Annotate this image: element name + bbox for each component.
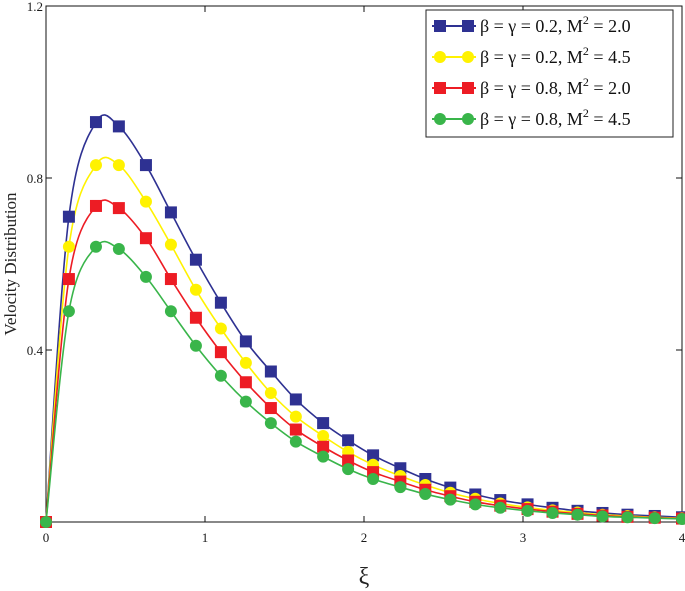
x-tick-label: 4 bbox=[679, 530, 685, 545]
x-tick-label: 1 bbox=[202, 530, 209, 545]
data-point-series-1 bbox=[264, 365, 277, 378]
data-point-series-1 bbox=[89, 116, 102, 129]
data-point-series-4 bbox=[189, 339, 202, 352]
data-point-series-3 bbox=[214, 346, 227, 359]
series-markers bbox=[40, 116, 685, 528]
data-point-series-3 bbox=[62, 273, 75, 286]
data-point-series-3 bbox=[164, 273, 177, 286]
x-tick-label: 3 bbox=[520, 530, 527, 545]
data-point-series-1 bbox=[239, 335, 252, 348]
data-point-series-4 bbox=[469, 498, 482, 511]
legend-marker bbox=[462, 20, 474, 32]
data-point-series-2 bbox=[289, 410, 302, 423]
data-point-series-1 bbox=[139, 159, 152, 172]
data-point-series-1 bbox=[112, 120, 125, 133]
data-point-series-1 bbox=[289, 393, 302, 406]
data-point-series-4 bbox=[444, 493, 457, 506]
data-point-series-2 bbox=[264, 387, 277, 399]
data-point-series-2 bbox=[239, 356, 252, 369]
legend-marker bbox=[434, 82, 446, 94]
data-point-series-3 bbox=[264, 402, 277, 415]
data-point-series-3 bbox=[139, 232, 152, 245]
data-point-series-4 bbox=[40, 516, 52, 528]
x-tick-label: 2 bbox=[361, 530, 368, 545]
data-point-series-2 bbox=[112, 159, 125, 172]
legend-label: β = γ = 0.8, M2 = 4.5 bbox=[480, 106, 631, 129]
data-point-series-4 bbox=[112, 242, 125, 255]
data-point-series-3 bbox=[342, 454, 355, 467]
legend-label: β = γ = 0.2, M2 = 2.0 bbox=[480, 13, 631, 36]
data-point-series-1 bbox=[367, 449, 380, 462]
data-point-series-4 bbox=[648, 512, 661, 525]
data-point-series-4 bbox=[494, 501, 507, 514]
data-point-series-2 bbox=[62, 240, 75, 253]
data-point-series-4 bbox=[546, 506, 559, 519]
series-line-3 bbox=[45, 199, 683, 523]
legend-marker bbox=[434, 20, 446, 32]
data-point-series-1 bbox=[164, 206, 177, 219]
data-point-series-3 bbox=[189, 311, 202, 324]
y-tick-label: 0.8 bbox=[27, 171, 43, 186]
data-point-series-2 bbox=[189, 283, 202, 296]
data-point-series-4 bbox=[214, 369, 227, 382]
data-point-series-1 bbox=[214, 296, 227, 309]
legend-label: β = γ = 0.2, M2 = 4.5 bbox=[480, 44, 631, 67]
data-point-series-1 bbox=[317, 417, 330, 430]
data-point-series-4 bbox=[419, 488, 432, 501]
y-axis-title: Velocity Distribution bbox=[1, 192, 20, 336]
data-point-series-3 bbox=[112, 202, 125, 215]
data-point-series-4 bbox=[89, 240, 102, 253]
data-point-series-3 bbox=[317, 440, 330, 453]
series-lines bbox=[45, 114, 683, 523]
series-line-2 bbox=[45, 156, 683, 523]
legend-items: β = γ = 0.2, M2 = 2.0 β = γ = 0.2, M2 = 4… bbox=[432, 13, 631, 129]
legend-marker bbox=[462, 51, 474, 63]
data-point-series-1 bbox=[62, 210, 75, 223]
data-point-series-4 bbox=[394, 481, 407, 494]
data-point-series-4 bbox=[521, 504, 534, 517]
data-point-series-2 bbox=[139, 195, 152, 208]
legend: β = γ = 0.2, M2 = 2.0 β = γ = 0.2, M2 = 4… bbox=[425, 9, 674, 138]
data-point-series-4 bbox=[289, 435, 302, 448]
legend-marker bbox=[462, 82, 474, 94]
x-tick-label: 0 bbox=[43, 530, 50, 545]
legend-marker bbox=[434, 51, 446, 63]
y-tick-label: 0.4 bbox=[27, 343, 44, 358]
data-point-series-4 bbox=[571, 508, 584, 521]
data-point-series-2 bbox=[89, 159, 102, 172]
data-point-series-4 bbox=[239, 395, 252, 408]
data-point-series-2 bbox=[317, 430, 330, 442]
data-point-series-2 bbox=[164, 238, 177, 251]
y-tick-label: 1.2 bbox=[27, 0, 43, 14]
data-point-series-4 bbox=[62, 305, 75, 318]
legend-marker bbox=[462, 113, 474, 125]
data-point-series-4 bbox=[317, 450, 330, 463]
data-point-series-4 bbox=[596, 510, 609, 523]
data-point-series-3 bbox=[289, 423, 302, 436]
x-axis-title: ξ bbox=[359, 564, 370, 590]
series-line-4 bbox=[45, 240, 683, 523]
legend-marker bbox=[434, 113, 446, 125]
data-point-series-4 bbox=[676, 512, 685, 525]
data-point-series-4 bbox=[342, 463, 355, 476]
data-point-series-4 bbox=[621, 511, 634, 524]
data-point-series-1 bbox=[342, 434, 355, 447]
data-point-series-3 bbox=[239, 376, 252, 389]
data-point-series-4 bbox=[264, 417, 277, 430]
data-point-series-3 bbox=[89, 199, 102, 212]
data-point-series-1 bbox=[189, 253, 202, 266]
data-point-series-4 bbox=[367, 473, 380, 485]
data-point-series-4 bbox=[139, 270, 152, 283]
legend-label: β = γ = 0.8, M2 = 2.0 bbox=[480, 75, 631, 98]
data-point-series-4 bbox=[164, 305, 177, 318]
data-point-series-2 bbox=[214, 322, 227, 335]
